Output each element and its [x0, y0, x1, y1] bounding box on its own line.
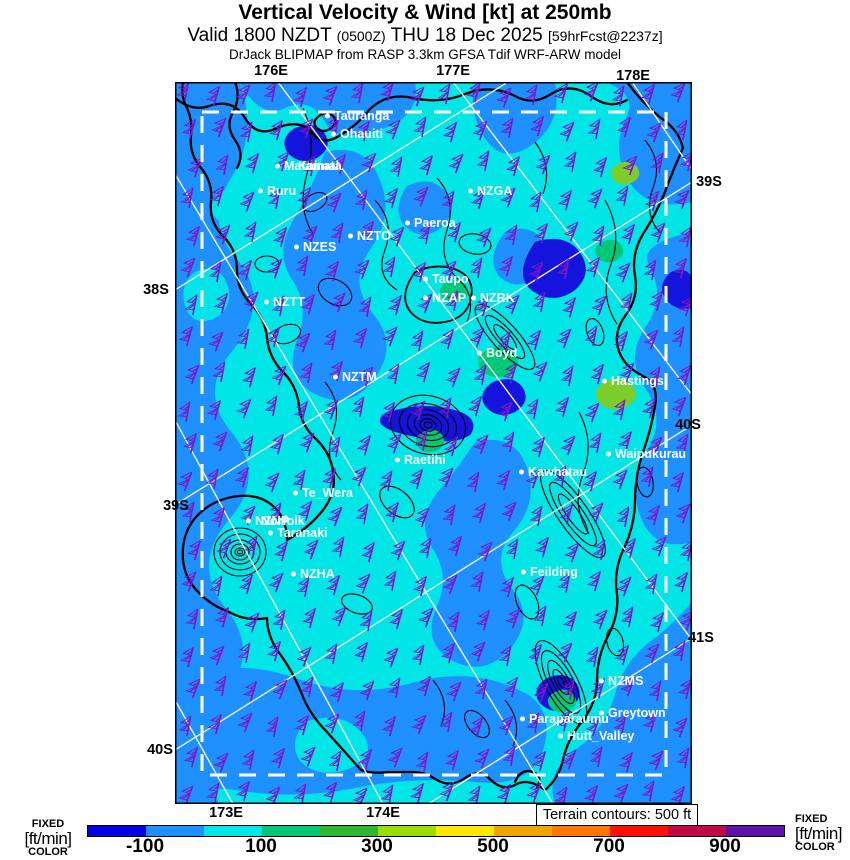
grid-label-left: 40S	[147, 742, 173, 758]
legend-unit-label: [ft/min]	[24, 829, 72, 848]
legend-color-label: COLOR	[795, 841, 835, 853]
map-frame	[175, 82, 692, 804]
colorbar-tick-label: 500	[477, 836, 509, 857]
grid-label-left: 38S	[143, 282, 169, 298]
colorbar-tick-label: 700	[593, 836, 625, 857]
legend-fixed-label: FIXED	[795, 814, 828, 825]
colorbar-segment	[436, 826, 494, 836]
colorbar-segment	[320, 826, 378, 836]
grid-label-bottom: 174E	[366, 805, 400, 821]
colorbar-tick-label: 300	[361, 836, 393, 857]
valid-time: Valid 1800 NZDT	[187, 25, 332, 46]
forecast-map: Tauranga Ohauiti Matamata Kaimai Ruru NZGA Pae…	[175, 82, 692, 804]
domain-boundary-dashed	[200, 110, 668, 777]
grid-label-top: 177E	[436, 63, 470, 79]
header: Vertical Velocity & Wind [kt] at 250mb V…	[0, 0, 850, 62]
grid-label-top: 178E	[616, 68, 650, 84]
colorbar-segment	[494, 826, 552, 836]
grid-label-right: 41S	[688, 630, 714, 646]
colorbar-segment	[726, 826, 784, 836]
legend-fixed-label: FIXED	[31, 818, 65, 830]
colorbar-tick-label: -100	[125, 836, 165, 857]
colorbar-segment	[262, 826, 320, 836]
colorbar-segment	[88, 826, 146, 836]
colorbar-segment	[668, 826, 726, 836]
forecast-hour: [59hrFcst@2237z]	[547, 28, 663, 44]
colorbar-tick-label: 900	[709, 836, 741, 857]
legend-unit-label: [ft/min]	[795, 824, 843, 843]
colorbar-segment	[146, 826, 204, 836]
grid-label-bottom: 173E	[209, 805, 243, 821]
grid-label-right: 40S	[675, 417, 701, 433]
terrain-note: Terrain contours: 500 ft	[536, 804, 698, 826]
valid-date: THU 18 Dec 2025	[390, 25, 543, 46]
colorbar-segment	[204, 826, 262, 836]
colorbar	[87, 825, 785, 837]
page-title: Vertical Velocity & Wind [kt] at 250mb	[238, 1, 612, 24]
legend-left: FIXED [ft/min] COLOR	[12, 819, 84, 858]
model-line: DrJack BLIPMAP from RASP 3.3km GFSA Tdif…	[228, 47, 622, 62]
legend-right: FIXED [ft/min] COLOR	[795, 814, 850, 853]
grid-label-right: 39S	[696, 174, 722, 190]
colorbar-tick-label: 100	[245, 836, 277, 857]
grid-label-top: 176E	[254, 63, 288, 79]
colorbar-segment	[378, 826, 436, 836]
colorbar-segment	[552, 826, 610, 836]
zulu-time: (0500Z)	[336, 28, 386, 44]
grid-label-left: 39S	[163, 498, 189, 514]
colorbar-segment	[610, 826, 668, 836]
valid-time-line: Valid 1800 NZDT (0500Z) THU 18 Dec 2025 …	[0, 25, 850, 47]
legend-color-label: COLOR	[28, 846, 68, 858]
map-canvas	[175, 82, 692, 804]
